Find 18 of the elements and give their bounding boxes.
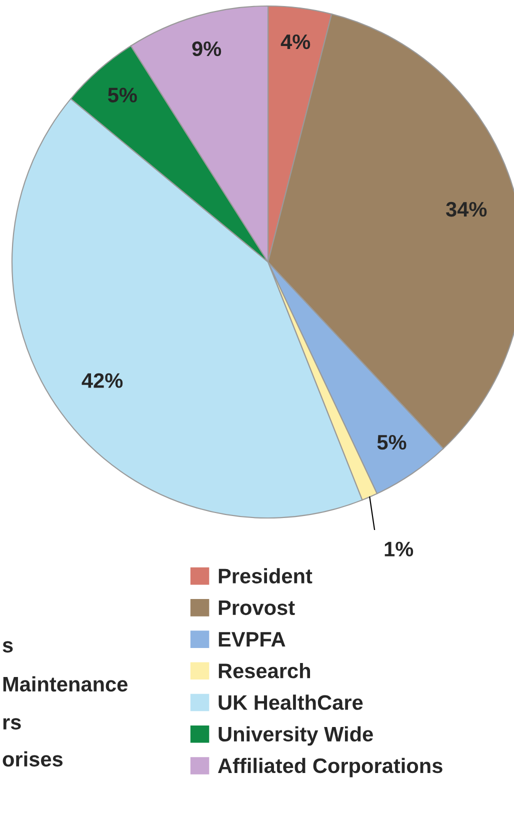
data-label: 5% — [108, 88, 137, 102]
data-label: 5% — [377, 434, 406, 450]
legend-label: EVPFA — [218, 632, 286, 646]
legend-label: Affiliated Corporations — [218, 758, 442, 778]
legend-label: Provost — [218, 600, 295, 616]
legend-label: Research — [218, 662, 310, 678]
text: s — [2, 641, 13, 653]
text: Maintenance — [3, 676, 128, 692]
legend-label: UK HealthCare — [218, 694, 363, 710]
data-label: 4% — [280, 34, 310, 50]
data-label: 1% — [384, 542, 414, 556]
text: orises — [2, 751, 63, 767]
legend-label: President — [218, 568, 312, 584]
data-label: 42% — [82, 373, 123, 388]
data-label: 9% — [192, 41, 222, 56]
legend-label: University Wide — [218, 726, 373, 746]
data-label: 34% — [446, 202, 487, 217]
text: rs — [3, 718, 21, 730]
